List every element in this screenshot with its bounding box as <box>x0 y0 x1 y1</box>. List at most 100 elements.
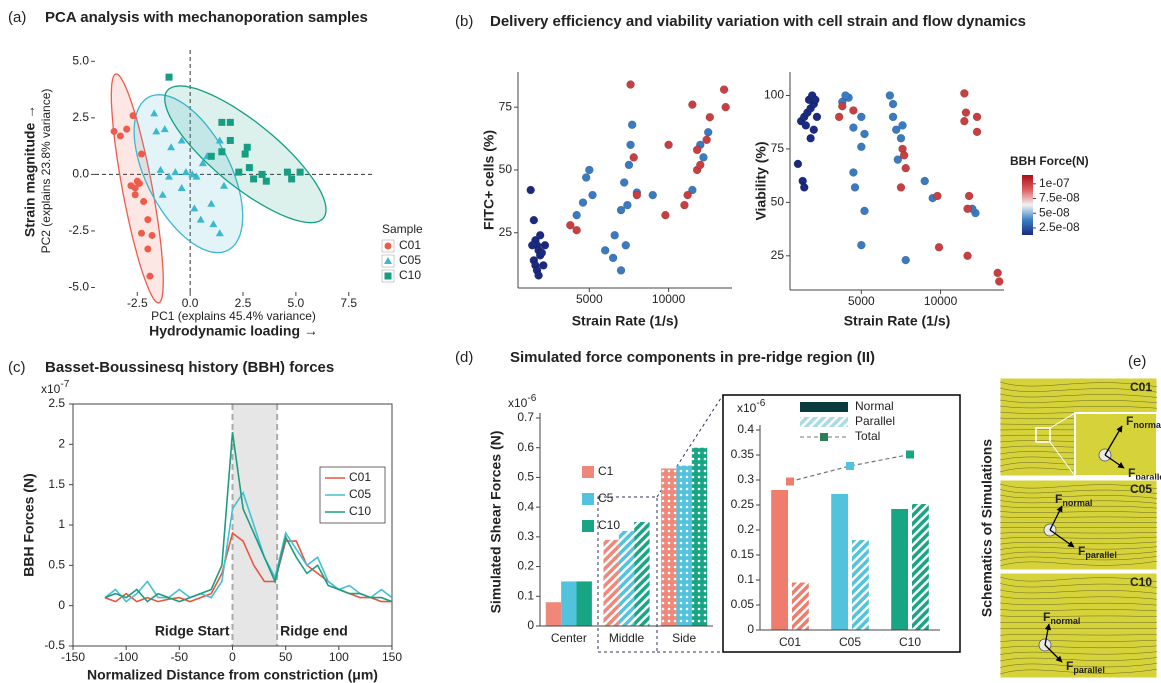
point <box>209 220 218 228</box>
point <box>588 190 597 200</box>
y-tick-label: 25 <box>499 225 513 239</box>
legend-label: C01 <box>399 238 421 252</box>
panel-label: (e) <box>1128 353 1146 370</box>
y-tick-label: 0.15 <box>731 547 755 561</box>
schematic-label: C01 <box>1130 380 1152 394</box>
zoom-guide <box>1049 441 1076 477</box>
chart-title: Delivery efficiency and viability variat… <box>490 13 1026 30</box>
y-tick-label: 2 <box>58 437 65 451</box>
y-tick-label: 75 <box>771 141 785 155</box>
x-tick-label: Side <box>672 631 696 645</box>
streamline <box>999 393 1158 398</box>
y-tick-label: 2.5 <box>72 110 89 124</box>
point <box>245 164 253 172</box>
colorbar-tick-label: 5e-08 <box>1039 205 1070 219</box>
point <box>235 168 243 176</box>
bar <box>831 494 848 630</box>
point <box>901 255 910 265</box>
point <box>901 163 910 173</box>
force-arrow <box>1044 644 1063 663</box>
streamline <box>999 657 1158 662</box>
x-tick-label: 10000 <box>652 292 686 306</box>
x-axis-label: Strain Rate (1/s) <box>844 313 951 329</box>
force-main: F <box>1043 610 1050 624</box>
legend-label: C05 <box>399 253 421 267</box>
point <box>192 172 201 180</box>
legend-label: C10 <box>598 518 620 532</box>
point <box>888 99 898 109</box>
point <box>893 155 903 164</box>
multiplier-exponent: -6 <box>756 398 765 409</box>
point <box>972 112 982 122</box>
y-tick-label: 5.0 <box>72 53 89 67</box>
point <box>243 143 251 151</box>
streamline <box>999 531 1158 534</box>
point <box>144 245 152 253</box>
x-tick-label: -2.5 <box>127 296 148 310</box>
y-tick-label: 0.0 <box>72 167 89 181</box>
point <box>526 185 535 195</box>
point <box>793 159 803 169</box>
point <box>144 216 152 224</box>
y-tick-label: 0 <box>58 598 65 612</box>
y-tick-label: 1 <box>58 517 65 531</box>
zoom-source <box>1035 427 1051 443</box>
y-tick-label: -2.5 <box>68 223 89 237</box>
legend-swatch <box>800 417 848 427</box>
multiplier-base: x10 <box>737 401 757 415</box>
span-label: Ridge end <box>280 623 348 639</box>
point <box>146 272 154 280</box>
point <box>696 160 705 170</box>
legend-label: Total <box>855 429 880 443</box>
y-tick-label: 0.4 <box>517 499 534 513</box>
x-tick-label: 50 <box>279 650 293 664</box>
zoom-guide <box>1049 412 1076 429</box>
point <box>623 200 632 210</box>
point <box>572 210 581 220</box>
point <box>849 123 858 132</box>
force-label: Fnormal <box>1043 610 1080 626</box>
legend-label: C10 <box>349 504 371 518</box>
point <box>283 168 291 176</box>
force-sub: parallel <box>1085 550 1117 560</box>
point <box>891 125 901 134</box>
legend-box <box>381 269 395 283</box>
point <box>123 125 131 133</box>
x-tick-label: Center <box>551 631 587 645</box>
x-axis-label: Hydrodynamic loading → <box>149 323 318 339</box>
force-arrow <box>1049 529 1075 548</box>
force-arrow <box>1104 425 1123 456</box>
point <box>198 159 207 167</box>
point <box>661 210 670 220</box>
span-label: Ridge Start <box>155 623 230 639</box>
force-label: Fnormal <box>1126 414 1161 430</box>
legend-box <box>381 254 395 268</box>
x-tick-label: 10000 <box>924 294 958 308</box>
y-tick-label: 0.4 <box>737 422 754 436</box>
y-tick-label: 0.2 <box>737 522 754 536</box>
y-tick-label: 0.3 <box>737 472 754 486</box>
point <box>920 176 929 186</box>
legend-label: C5 <box>598 491 614 505</box>
axis-multiplier: x10-6 <box>737 398 766 416</box>
point <box>585 165 594 175</box>
point <box>135 179 143 187</box>
point <box>680 200 689 210</box>
plot-area <box>110 73 327 304</box>
bar <box>691 447 708 626</box>
bar <box>618 530 635 626</box>
point <box>721 102 730 112</box>
point <box>188 170 197 178</box>
x-tick-label: C05 <box>839 635 861 649</box>
x-tick-label: 7.5 <box>340 296 357 310</box>
x-axis-label: PC1 (explains 45.4% variance) <box>151 309 316 323</box>
y-tick-label: 2.5 <box>48 396 65 410</box>
y-tick-label: 50 <box>771 195 785 209</box>
point <box>539 261 548 270</box>
legend-swatch <box>582 493 594 505</box>
streamline <box>999 583 1158 588</box>
legend-label: C10 <box>399 268 421 282</box>
point <box>218 118 226 126</box>
streamline <box>999 560 1158 567</box>
point <box>963 251 972 261</box>
